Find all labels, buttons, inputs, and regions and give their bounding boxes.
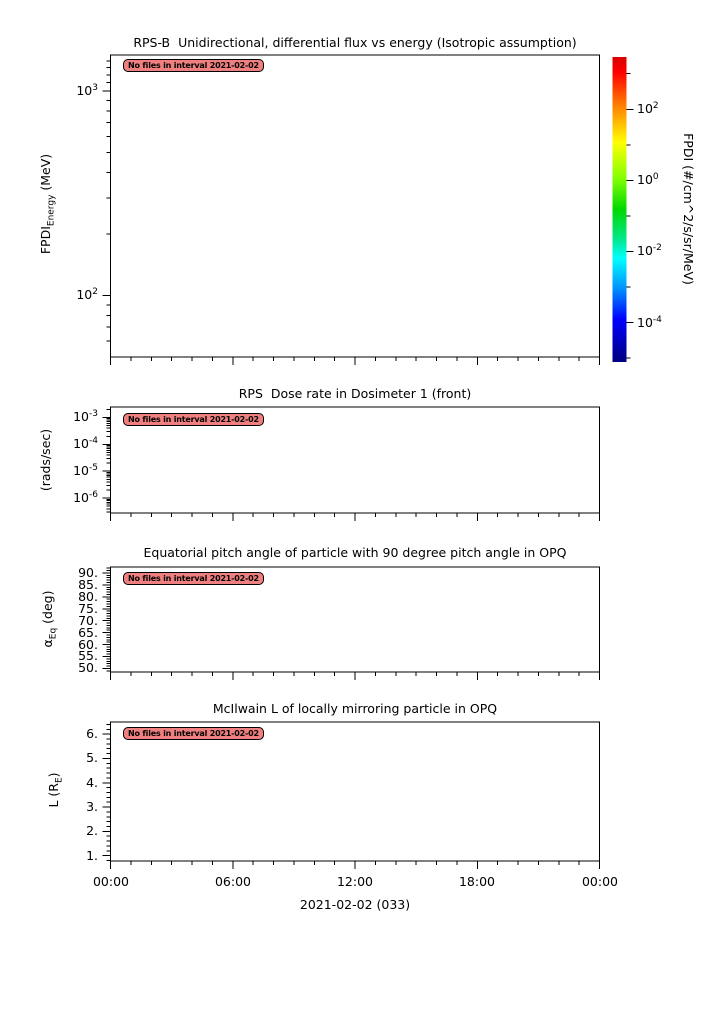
panel1-y-tick-label: 102 <box>76 287 98 303</box>
panel2-y-tick-label: 10-4 <box>73 436 98 452</box>
colorbar-tick-label: 102 <box>637 101 659 117</box>
panel3-y-tick-label: 70. <box>78 612 98 628</box>
panel3-y-tick-label: 55. <box>78 648 98 664</box>
panel3-y-tick-label: 80. <box>78 588 98 604</box>
colorbar <box>612 57 634 362</box>
panel2-axes <box>102 406 600 521</box>
panel3-no-data-annotation: No files in interval 2021-02-02 <box>123 572 264 585</box>
colorbar-label: FPDI (#/cm^2/s/sr/MeV) <box>681 133 696 285</box>
x-axis-tick-label-2: 12:00 <box>336 874 374 889</box>
panel4-y-tick-label: 1. <box>86 847 98 863</box>
panel4-axes <box>102 721 600 869</box>
panel1-y-tick-label: 103 <box>76 82 98 98</box>
panel3-y-tick-label: 90. <box>78 564 98 580</box>
panel1-axes <box>102 54 600 365</box>
x-axis-tick-label-1: 06:00 <box>214 874 252 889</box>
panel1-plot-area <box>110 54 600 358</box>
panel1-title: RPS-B Unidirectional, differential flux … <box>133 35 577 50</box>
panel2-title: RPS Dose rate in Dosimeter 1 (front) <box>238 386 472 401</box>
panel4-plot-area <box>110 721 600 862</box>
panel3-title: Equatorial pitch angle of particle with … <box>143 545 567 560</box>
panel4-y-tick-label: 2. <box>86 823 98 839</box>
colorbar-tick-label: 10-4 <box>637 314 662 330</box>
panel2-y-tick-label: 10-5 <box>73 463 98 479</box>
x-axis-tick-label-0: 00:00 <box>92 874 130 889</box>
panel4-no-data-annotation: No files in interval 2021-02-02 <box>123 727 264 740</box>
panel2-y-tick-label: 10-6 <box>73 489 98 506</box>
panel4-y-tick-label: 6. <box>86 726 98 742</box>
colorbar-tick-label: 100 <box>637 172 659 188</box>
panel3-y-tick-label: 65. <box>78 624 98 640</box>
x-axis-tick-label-3: 18:00 <box>458 874 496 889</box>
panel4-title: McIlwain L of locally mirroring particle… <box>212 701 498 716</box>
panel3-axes <box>102 566 600 680</box>
panel3-y-tick-label: 85. <box>78 576 98 592</box>
panel1-no-data-annotation: No files in interval 2021-02-02 <box>123 59 264 72</box>
x-axis-date-label: 2021-02-02 (033) <box>299 897 411 912</box>
panel3-y-tick-label: 50. <box>78 660 98 676</box>
panel2-no-data-annotation: No files in interval 2021-02-02 <box>123 413 264 426</box>
panel1-y-axis-label: FPDIEnergy (MeV) <box>38 153 57 255</box>
panel3-y-tick-label: 75. <box>78 600 98 616</box>
panel4-y-tick-label: 4. <box>86 774 98 790</box>
colorbar-tick-label: 10-2 <box>637 243 662 259</box>
panel3-y-tick-label: 60. <box>78 636 98 652</box>
x-axis-tick-label-4: 00:00 <box>581 874 619 889</box>
panel2-y-tick-label: 10-3 <box>73 409 98 425</box>
colorbar-gradient <box>612 57 627 362</box>
panel4-y-tick-label: 3. <box>86 799 98 815</box>
panel4-y-tick-label: 5. <box>86 750 98 766</box>
